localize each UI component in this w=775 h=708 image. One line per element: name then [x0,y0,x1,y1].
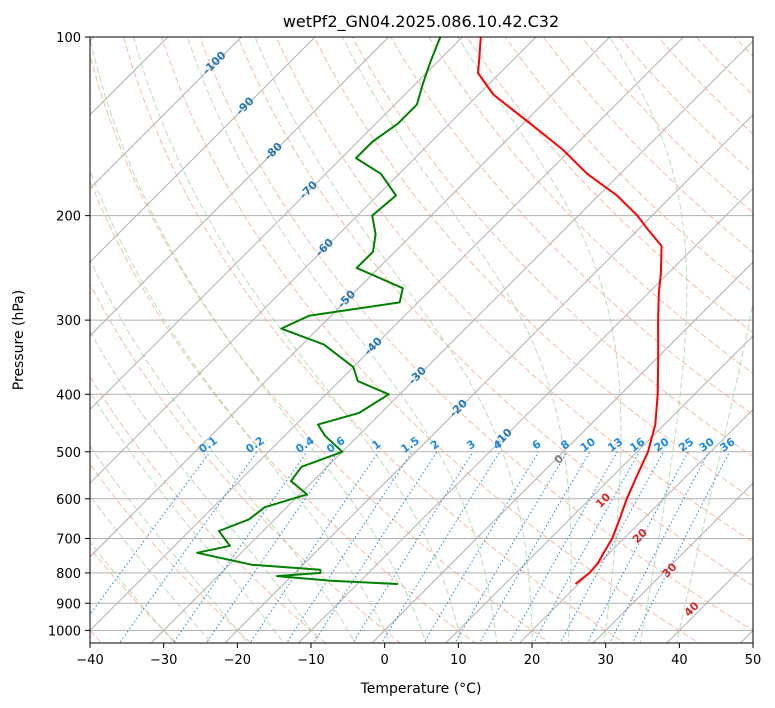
moist-adiabat [133,37,462,643]
dry-adiabat [90,463,252,643]
mixing-ratio-line [249,451,379,643]
profiles [196,37,663,585]
dry-adiabat [90,53,551,643]
plot-background [90,37,753,643]
isotherm-gridline [297,187,753,643]
dry-adiabat [390,37,753,416]
dry-adiabat [313,37,753,500]
mixing-ratio-line [454,451,568,643]
mixing-ratio-line [205,451,339,643]
mixing-ratio-line [381,451,501,643]
y-tick-label: 600 [56,493,81,508]
moist-adiabat [90,169,392,643]
isotherm-gridline [592,482,753,643]
isotherm-gridline [371,261,753,643]
mixing-ratio-line [586,451,689,643]
background-lines [90,37,753,643]
axes: −40 −30 −20 −10 0 10 20 30 40 50 100 200 300 400 500 60… [48,31,761,668]
dry-adiabat [90,375,327,643]
moist-adiabat [90,494,212,643]
x-tick-label: 20 [524,653,541,668]
dry-adiabat [466,37,753,334]
isotherm-gridline [445,335,753,643]
y-axis-title: Pressure (hPa) [11,290,27,390]
x-tick-label: 10 [450,653,467,668]
x-tick-label: 50 [745,653,762,668]
dry-adiabat [90,283,402,643]
dry-adiabat [504,37,753,294]
y-tick-label: 200 [56,210,81,225]
mixing-ratio-line [286,451,413,643]
dry-adiabat [275,37,753,543]
moist-adiabat [341,37,572,643]
plot-frame [89,36,754,644]
dry-adiabat [160,37,701,643]
y-tick-label: 400 [56,388,81,403]
y-tick-label: 800 [56,567,81,582]
y-tick-label: 300 [56,314,81,329]
x-tick-label: −30 [150,653,177,668]
isotherm-gridline [90,37,537,484]
mixing-ratio-line [423,451,540,643]
moist-adiabat [609,37,688,643]
chart-title: wetPf2_GN04.2025.086.10.42.C32 [283,12,559,32]
isotherm-gridline [224,114,753,643]
dry-adiabat [428,37,753,375]
dry-adiabat [199,37,753,631]
y-tick-label: 1000 [48,624,81,639]
mixing-ratio-line [533,451,640,643]
moist-adiabat [90,259,356,643]
mixing-ratio-line [118,451,258,643]
x-axis-title: Temperature (°C) [360,681,482,697]
x-tick-label: 40 [671,653,688,668]
y-tick-label: 100 [56,31,81,46]
x-tick-label: −40 [76,653,103,668]
dry-adiabat [237,37,753,587]
y-tick-label: 700 [56,533,81,548]
moist-adiabat [90,391,285,643]
isotherm-gridline [90,37,390,337]
dry-adiabat [122,37,626,643]
moist-adiabat [90,445,249,643]
isotherm-gridline [90,37,243,190]
x-tick-label: 30 [597,653,614,668]
isotherm-gridline [90,37,685,632]
mixing-ratio-line [352,451,474,643]
y-tick-label: 900 [56,597,81,612]
isotherm-gridline [90,37,464,411]
moist-adiabat [254,37,533,643]
y-tick-label: 500 [56,446,81,461]
mixing-ratio-line [559,451,665,643]
isotherm-gridline [150,40,753,643]
x-tick-label: 0 [381,653,389,668]
dewpoint-profile [196,37,442,585]
x-tick-label: −20 [224,653,251,668]
mixing-ratio-line [479,451,591,643]
temperature-profile [477,37,663,585]
x-tick-label: −10 [297,653,324,668]
moist-adiabat [90,37,427,643]
moist-adiabat [457,37,622,643]
dry-adiabat [90,179,476,643]
isotherm-gridline [90,37,611,558]
moist-adiabat [90,541,176,643]
mixing-ratio-line [312,451,438,643]
